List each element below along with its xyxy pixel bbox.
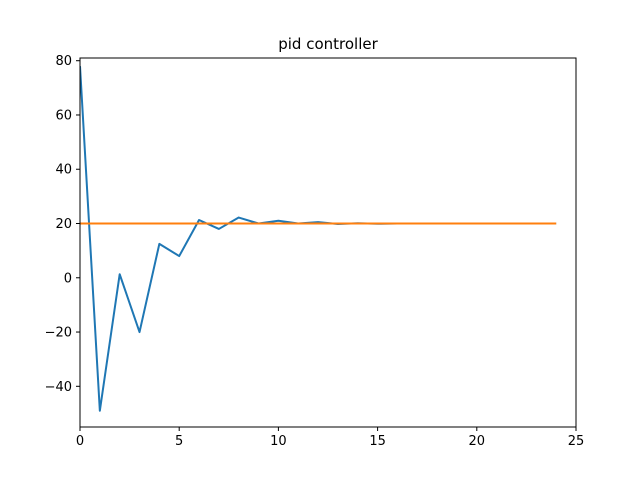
x-tick-label: 15 — [369, 434, 386, 449]
y-tick-label: 80 — [55, 54, 72, 69]
series-line-1 — [80, 66, 557, 412]
series-layer — [80, 66, 557, 412]
y-tick-label: −40 — [45, 380, 72, 395]
y-tick-label: −20 — [45, 326, 72, 341]
y-tick-label: 20 — [55, 217, 72, 232]
plot-frame — [79, 57, 577, 428]
chart-title: pid controller — [278, 35, 378, 53]
x-tick-label: 0 — [76, 434, 84, 449]
y-tick-label: 60 — [55, 108, 72, 123]
y-tick-label: 0 — [64, 271, 72, 286]
x-tick-label: 10 — [270, 434, 287, 449]
axes-layer: 0 5 10 15 20 25 −40 −20 0 20 40 60 80 — [45, 54, 585, 449]
x-tick-label: 25 — [568, 434, 585, 449]
x-tick-label: 5 — [175, 434, 183, 449]
y-tick-label: 40 — [55, 163, 72, 178]
x-tick-label: 20 — [469, 434, 486, 449]
